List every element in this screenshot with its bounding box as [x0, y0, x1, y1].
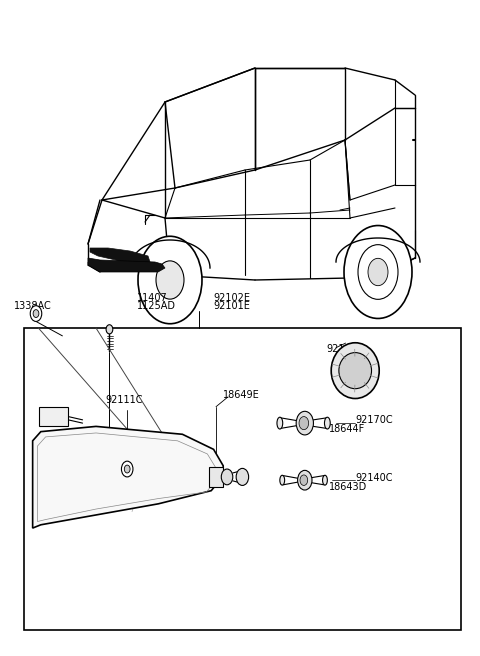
Ellipse shape: [324, 417, 330, 429]
Polygon shape: [88, 258, 165, 272]
FancyBboxPatch shape: [24, 328, 461, 630]
Polygon shape: [33, 426, 223, 528]
Circle shape: [300, 475, 308, 485]
Text: 92102E: 92102E: [214, 293, 251, 303]
Circle shape: [121, 461, 133, 477]
Circle shape: [156, 261, 184, 299]
Circle shape: [236, 468, 249, 485]
Polygon shape: [209, 467, 223, 487]
Text: 1125AD: 1125AD: [137, 300, 176, 311]
Text: 18644F: 18644F: [329, 424, 365, 434]
Circle shape: [33, 310, 39, 318]
Circle shape: [358, 245, 398, 299]
Text: 92101E: 92101E: [214, 300, 251, 311]
Text: 11407: 11407: [137, 293, 168, 303]
Ellipse shape: [331, 342, 379, 398]
Text: 1338AC: 1338AC: [14, 300, 52, 311]
Circle shape: [296, 411, 313, 435]
Circle shape: [299, 417, 309, 430]
Text: 92111C: 92111C: [106, 395, 143, 405]
Ellipse shape: [339, 352, 372, 388]
Polygon shape: [90, 248, 150, 265]
Circle shape: [124, 465, 130, 473]
Text: 92140C: 92140C: [355, 472, 393, 483]
Polygon shape: [39, 407, 68, 426]
Circle shape: [106, 325, 113, 334]
Ellipse shape: [280, 475, 285, 485]
Circle shape: [138, 236, 202, 323]
Circle shape: [344, 226, 412, 318]
Text: 18643D: 18643D: [329, 482, 367, 492]
Circle shape: [298, 470, 312, 490]
Ellipse shape: [277, 417, 283, 429]
Circle shape: [30, 306, 42, 321]
Text: 92191C: 92191C: [326, 344, 364, 354]
Text: 92170C: 92170C: [355, 415, 393, 425]
Circle shape: [368, 258, 388, 285]
Ellipse shape: [323, 475, 327, 485]
Text: 18649E: 18649E: [223, 390, 260, 400]
Circle shape: [221, 469, 233, 485]
